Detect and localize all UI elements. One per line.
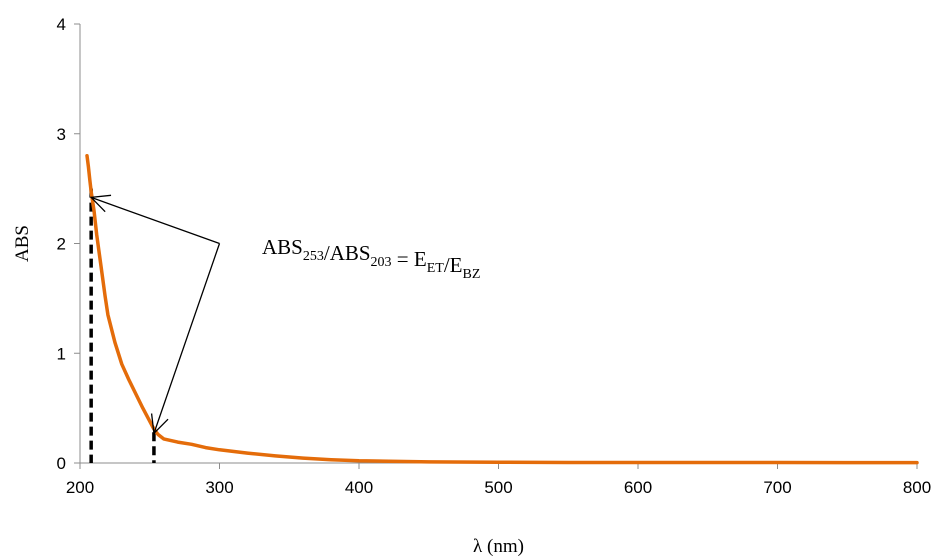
arrow-head xyxy=(89,194,112,213)
y-axis-label: ABS xyxy=(12,225,33,262)
annotation-text: /E xyxy=(444,253,463,277)
annotation-text: ABS xyxy=(262,235,303,259)
y-tick-label: 1 xyxy=(57,344,66,363)
arrow-head xyxy=(150,413,169,435)
x-tick-label: 800 xyxy=(903,478,931,497)
y-tick-label: 0 xyxy=(57,454,66,473)
x-tick-label: 200 xyxy=(66,478,94,497)
series-group xyxy=(85,153,919,465)
x-tick-label: 300 xyxy=(205,478,233,497)
annotation-arrow xyxy=(153,243,221,434)
dashed-markers xyxy=(89,188,156,463)
tick-labels: 0 1 2 3 4 200 300 400 500 600 700 800 xyxy=(57,15,932,497)
x-axis-label: λ (nm) xyxy=(473,536,524,556)
annotation-arrows xyxy=(89,194,221,435)
x-tick-label: 600 xyxy=(624,478,652,497)
x-tick-label: 400 xyxy=(345,478,373,497)
y-tick-label: 3 xyxy=(57,125,66,144)
annotation-text: /ABS xyxy=(324,241,371,265)
x-tick-label: 500 xyxy=(484,478,512,497)
annotation-text: = E xyxy=(392,247,427,271)
absorbance-series-line xyxy=(85,153,919,465)
annotation-subscript: 253 xyxy=(303,249,324,264)
annotation-subscript: BZ xyxy=(463,267,481,282)
y-tick-label: 4 xyxy=(57,15,66,34)
annotation-subscript: ET xyxy=(427,261,445,276)
x-tick-label: 700 xyxy=(763,478,791,497)
ratio-annotation: ABS253/ABS203 = EET/EBZ xyxy=(262,235,480,282)
annotation-subscript: 203 xyxy=(371,255,392,270)
annotation-arrow xyxy=(90,196,220,245)
y-tick-label: 2 xyxy=(57,235,66,254)
axes xyxy=(74,23,918,469)
